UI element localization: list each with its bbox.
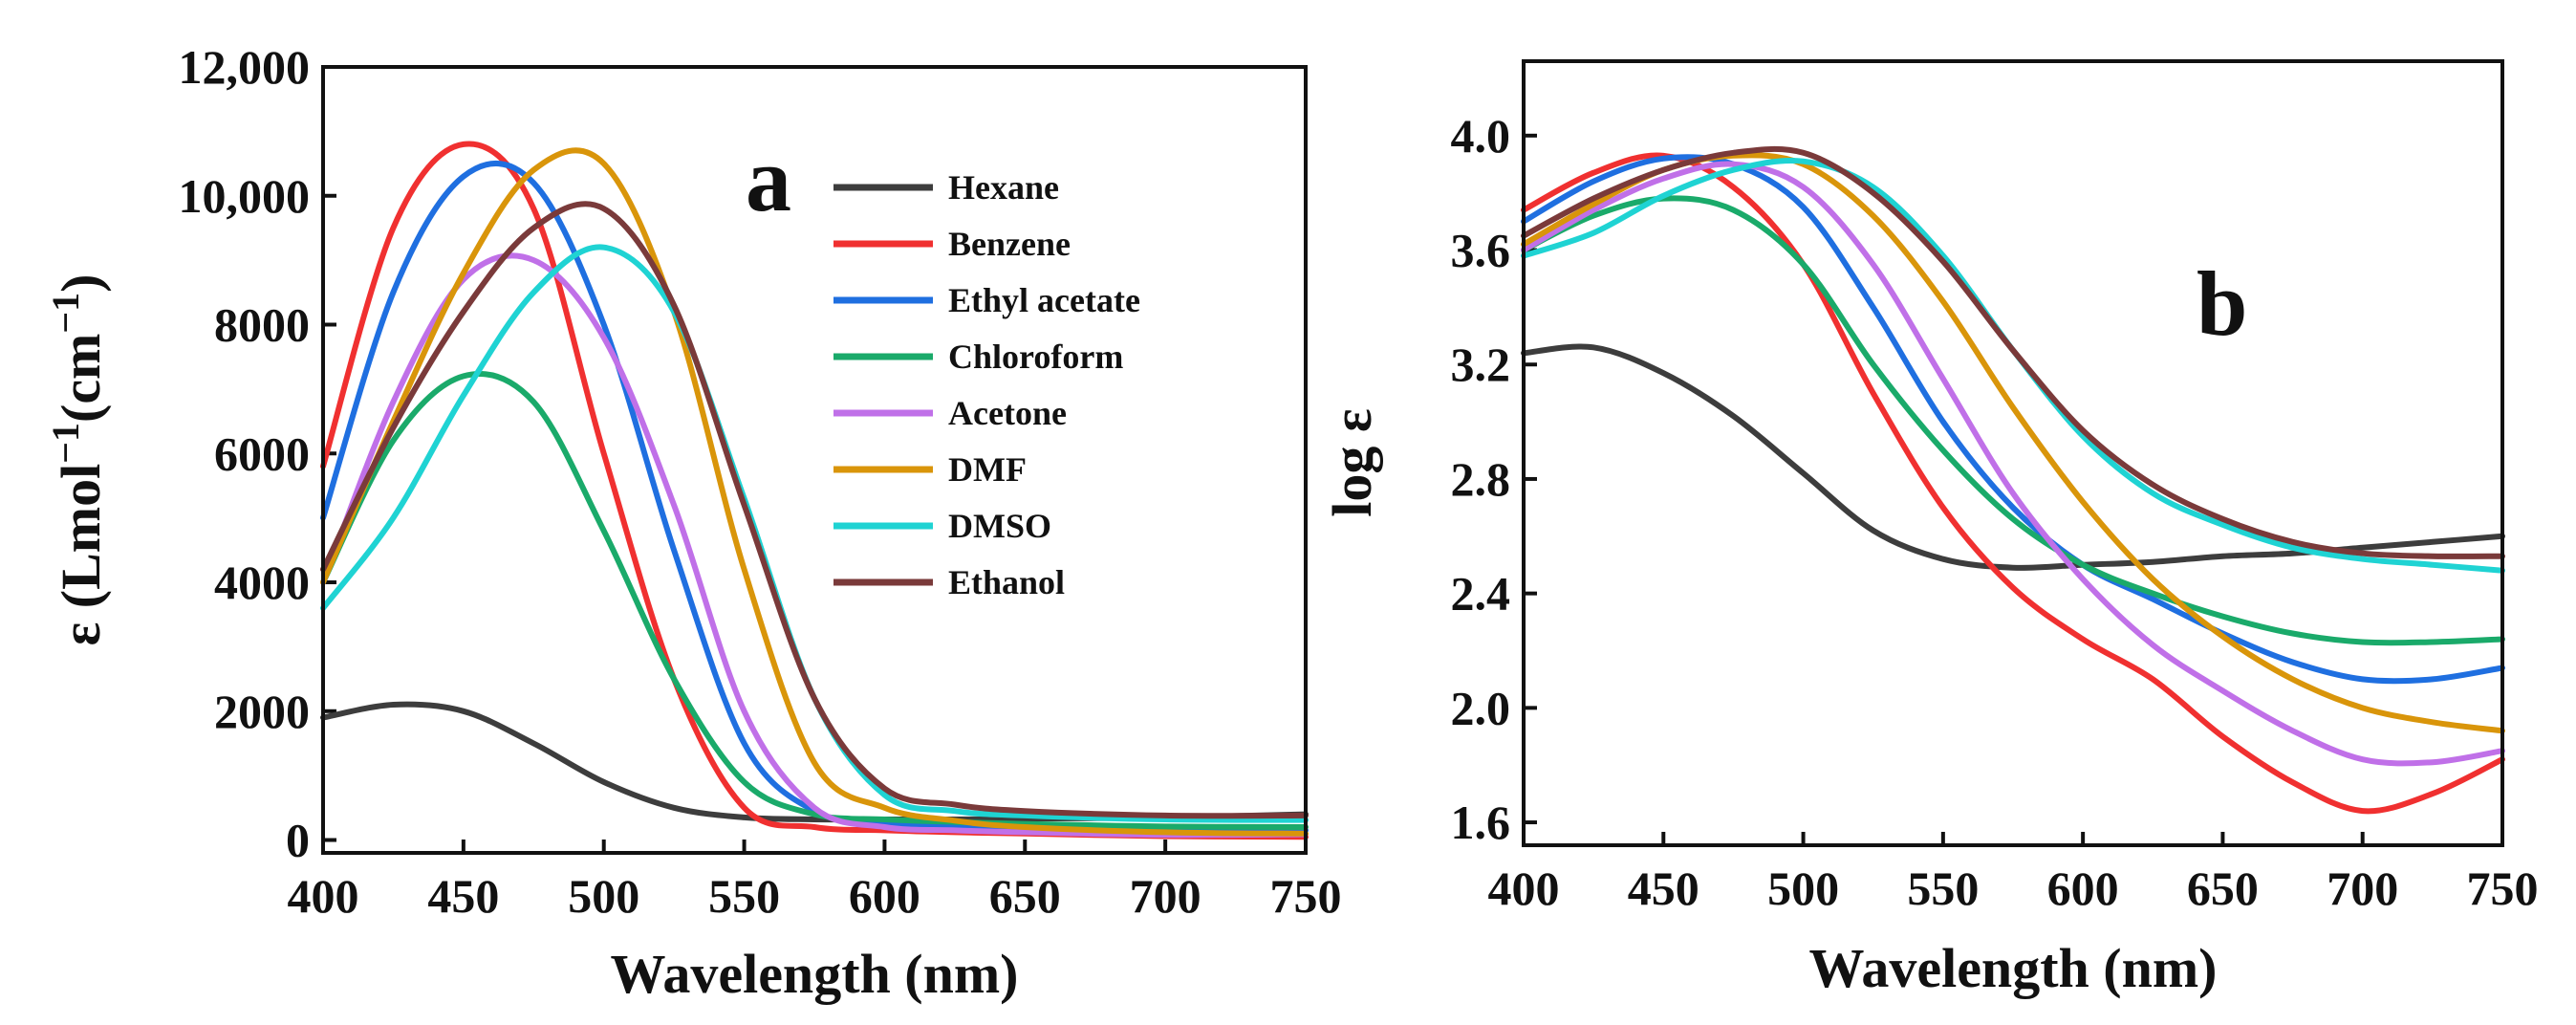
panel-a-ylabel-sup1: −1 — [44, 423, 87, 464]
legend-label-chloroform: Chloroform — [948, 338, 1123, 376]
panel-a-series-dmso — [320, 244, 1309, 823]
panel-a-x-tick-label: 700 — [1130, 869, 1201, 923]
panel-b-y-tick-label: 3.6 — [1451, 224, 1511, 277]
panel-a-y-tick-label: 10,000 — [179, 169, 311, 223]
panel-b-y-axis-title: log ε — [1321, 408, 1383, 516]
panel-b-series-ethyl-acetate — [1521, 154, 2505, 685]
panel-a-series-group — [320, 141, 1309, 840]
panel-b-y-tick-label: 4.0 — [1451, 109, 1511, 163]
panel-b-x-tick-label: 750 — [2467, 861, 2539, 915]
panel-b-series-chloroform — [1521, 195, 2505, 646]
legend-label-acetone: Acetone — [948, 394, 1067, 432]
panel-b-x-tick-label: 700 — [2327, 861, 2398, 915]
panel-a-x-tick-label: 400 — [288, 869, 359, 923]
panel-a-y-tick-label: 4000 — [214, 556, 310, 609]
legend-label-dmso: DMSO — [948, 507, 1051, 545]
panel-a-series-ethanol — [320, 201, 1309, 819]
panel-a-legend: Hexane Benzene Ethyl acetate Chloroform Acet… — [833, 168, 1140, 601]
panel-a-y-ticks: 0 2000 4000 6000 8000 10,000 12,000 — [179, 40, 336, 867]
panel-a-y-tick-label: 12,000 — [179, 40, 311, 94]
panel-a-letter: a — [746, 128, 791, 230]
panel-b-y-tick-label: 2.4 — [1451, 567, 1511, 621]
panel-a-x-axis-title: Wavelength (nm) — [611, 943, 1019, 1005]
panel-b-x-tick-label: 500 — [1767, 861, 1839, 915]
panel-a-y-tick-label: 8000 — [214, 298, 310, 352]
panel-a-x-ticks: 400 450 500 550 600 650 700 750 — [288, 840, 1342, 923]
panel-a-series-chloroform — [320, 371, 1309, 830]
panel-a-chart: 0 2000 4000 6000 8000 10,000 12,000 400 450 500 5… — [44, 40, 1342, 1005]
panel-b-y-tick-label: 3.2 — [1451, 338, 1511, 391]
panel-a-ylabel-sup2: −1 — [44, 293, 87, 334]
panel-b-x-ticks: 400 450 500 550 600 650 700 750 — [1488, 832, 2539, 915]
panel-a-ylabel-prefix: ε (Lmol — [50, 464, 112, 646]
panel-a-y-axis-title: ε (Lmol−1(cm−1) — [44, 273, 112, 645]
legend-label-ethanol: Ethanol — [948, 563, 1065, 601]
panel-a-series-acetone — [320, 252, 1309, 839]
panel-b-x-tick-label: 650 — [2187, 861, 2259, 915]
panel-a-y-tick-label: 2000 — [214, 685, 310, 738]
panel-a-y-tick-label: 6000 — [214, 426, 310, 480]
panel-a-x-tick-label: 650 — [989, 869, 1061, 923]
panel-a-x-tick-label: 450 — [427, 869, 499, 923]
panel-a-x-tick-label: 750 — [1270, 869, 1342, 923]
panel-b-y-tick-label: 1.6 — [1451, 796, 1511, 849]
panel-a-frame — [321, 65, 1308, 855]
panel-a-x-tick-label: 550 — [708, 869, 780, 923]
panel-b-x-tick-label: 450 — [1628, 861, 1699, 915]
panel-b-y-tick-label: 2.8 — [1451, 452, 1511, 506]
legend-label-benzene: Benzene — [948, 225, 1071, 263]
legend-label-hexane: Hexane — [948, 168, 1059, 207]
panel-b-y-tick-label: 2.0 — [1451, 681, 1511, 734]
panel-a-series-dmf — [320, 147, 1309, 837]
panel-b-series-acetone — [1521, 161, 2505, 767]
legend-label-ethyl-acetate: Ethyl acetate — [948, 281, 1140, 319]
panel-a-ylabel-mid: (cm — [50, 334, 112, 423]
panel-b-x-axis-title: Wavelength (nm) — [1809, 937, 2218, 999]
panel-b-letter: b — [2197, 252, 2247, 355]
panel-b-series-group — [1521, 145, 2505, 815]
panel-a-x-tick-label: 600 — [849, 869, 920, 923]
panel-a-series-benzene — [320, 141, 1309, 840]
panel-a-x-tick-label: 500 — [568, 869, 639, 923]
panel-b-frame — [1522, 59, 2504, 847]
panel-b-x-tick-label: 550 — [1907, 861, 1979, 915]
panel-b-series-hexane — [1521, 343, 2505, 571]
panel-b-series-ethanol — [1521, 145, 2505, 559]
panel-b-y-ticks: 1.6 2.0 2.4 2.8 3.2 3.6 4.0 — [1451, 109, 1537, 849]
legend-label-dmf: DMF — [948, 450, 1027, 489]
panel-b-x-tick-label: 400 — [1488, 861, 1560, 915]
panel-b-chart: 1.6 2.0 2.4 2.8 3.2 3.6 4.0 400 450 500 550 600 650… — [1321, 59, 2539, 999]
panel-b-series-benzene — [1521, 152, 2505, 815]
panel-b-x-tick-label: 600 — [2047, 861, 2119, 915]
panel-a-ylabel-suffix: ) — [50, 273, 112, 292]
panel-a-y-tick-label: 0 — [286, 814, 310, 867]
